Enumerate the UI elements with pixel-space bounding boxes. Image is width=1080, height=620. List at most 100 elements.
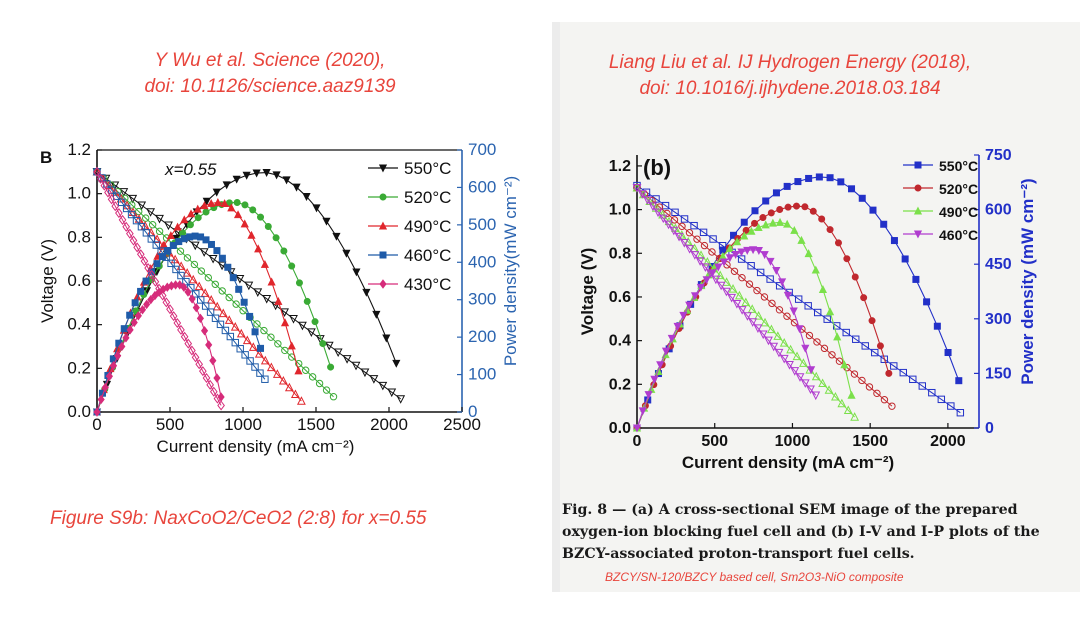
iv-point [800, 379, 810, 388]
ip-point [118, 341, 126, 352]
iv-point [108, 186, 116, 194]
iv-point [890, 362, 898, 370]
ip-point [748, 246, 758, 255]
iv-point [794, 295, 803, 303]
left-figure-caption: Figure S9b: NaxCoO2/CeO2 (2:8) for x=0.5… [50, 508, 427, 529]
iv-point [880, 396, 889, 404]
iv-point [775, 306, 784, 314]
ip-point [632, 424, 642, 433]
ip-point [772, 189, 780, 197]
iv-point [360, 368, 370, 378]
iv-point [324, 341, 334, 351]
iv-point [956, 409, 965, 417]
iv-point [260, 355, 270, 365]
x-tick-label: 2500 [443, 415, 481, 434]
ip-point [890, 237, 898, 245]
iv-point [226, 332, 235, 341]
ip-point [101, 382, 109, 393]
ip-point [319, 340, 327, 348]
iv-point [783, 312, 791, 320]
ip-point [818, 284, 828, 293]
iv-point [652, 195, 660, 203]
ip-point [207, 198, 216, 207]
y-tick-label: 1.0 [609, 202, 631, 219]
iv-point [136, 249, 145, 260]
ip-point [901, 255, 909, 263]
right-citation-line1: Liang Liu et al. IJ Hydrogen Energy (201… [608, 52, 972, 73]
series-3: 460°C [93, 168, 451, 416]
iv-point [767, 324, 776, 334]
legend-marker [379, 279, 387, 289]
iv-point [693, 235, 701, 243]
iv-point [137, 201, 147, 211]
ip-point [847, 390, 856, 399]
ip-point [114, 351, 122, 361]
iv-point [315, 379, 324, 388]
iv-point [835, 357, 844, 365]
iv-point [690, 251, 700, 260]
left-chart: 0 500 1000 1500 2000 25000.00.20.40.60.81.01.… [38, 140, 520, 456]
left-panel [0, 0, 545, 620]
ip-point [714, 263, 723, 272]
ip-point [742, 226, 750, 234]
ip-point [332, 232, 341, 241]
ip-point [184, 287, 192, 297]
y2-tick-label: 700 [468, 140, 496, 159]
ip-curve [636, 249, 812, 429]
chart-annotation: x=0.55 [164, 160, 217, 179]
legend-marker [379, 193, 387, 201]
iv-point [741, 297, 751, 307]
right-chart: 0 500 1000 1500 2000 0.0 0.2 0.4 0.6 0.8 1.0 1.2 0 15… [578, 147, 1037, 472]
iv-point [224, 315, 234, 324]
y-tick-label: 0.0 [609, 420, 631, 437]
iv-point [843, 405, 853, 415]
iv-point [680, 215, 689, 223]
ip-point [97, 394, 105, 405]
iv-point [786, 344, 796, 354]
y-tick-label: 1.2 [67, 140, 91, 159]
ip-point [382, 334, 391, 343]
ip-point [794, 178, 802, 186]
ip-point [777, 278, 787, 287]
ip-point [232, 175, 241, 184]
iv-point [202, 372, 211, 383]
iv-point [208, 254, 218, 264]
ip-point [120, 325, 128, 333]
iv-point [261, 375, 269, 383]
iv-point [871, 348, 879, 357]
ip-point [754, 223, 763, 232]
iv-point [267, 333, 275, 341]
iv-point [170, 254, 180, 264]
iv-point [716, 281, 726, 291]
iv-point [152, 241, 160, 249]
iv-point [251, 363, 259, 371]
iv-point [880, 355, 888, 363]
ip-point [252, 169, 261, 178]
iv-point [176, 247, 185, 255]
ip-point [93, 407, 101, 417]
iv-point [167, 259, 175, 268]
iv-point [738, 273, 746, 282]
y-tick-label: 0.8 [67, 227, 91, 246]
ip-point [213, 373, 221, 383]
iv-point [110, 181, 120, 191]
y2-tick-label: 750 [985, 147, 1012, 164]
ip-point [776, 205, 784, 213]
iv-point [152, 234, 162, 243]
iv-point [833, 322, 841, 330]
iv-point [254, 348, 264, 358]
iv-point [284, 382, 294, 392]
ip-point [673, 322, 682, 331]
ip-point [249, 206, 257, 214]
ip-point [200, 201, 209, 210]
iv-point [132, 216, 141, 225]
iv-point [206, 295, 216, 304]
iv-point [730, 267, 739, 275]
legend-label: 520°C [939, 181, 978, 197]
y-axis-label: Voltage (V) [38, 239, 57, 323]
ip-point [805, 174, 813, 182]
legend-label: 490°C [939, 204, 978, 220]
ip-point [193, 204, 202, 213]
iv-point [177, 271, 185, 280]
ip-point [834, 239, 842, 247]
